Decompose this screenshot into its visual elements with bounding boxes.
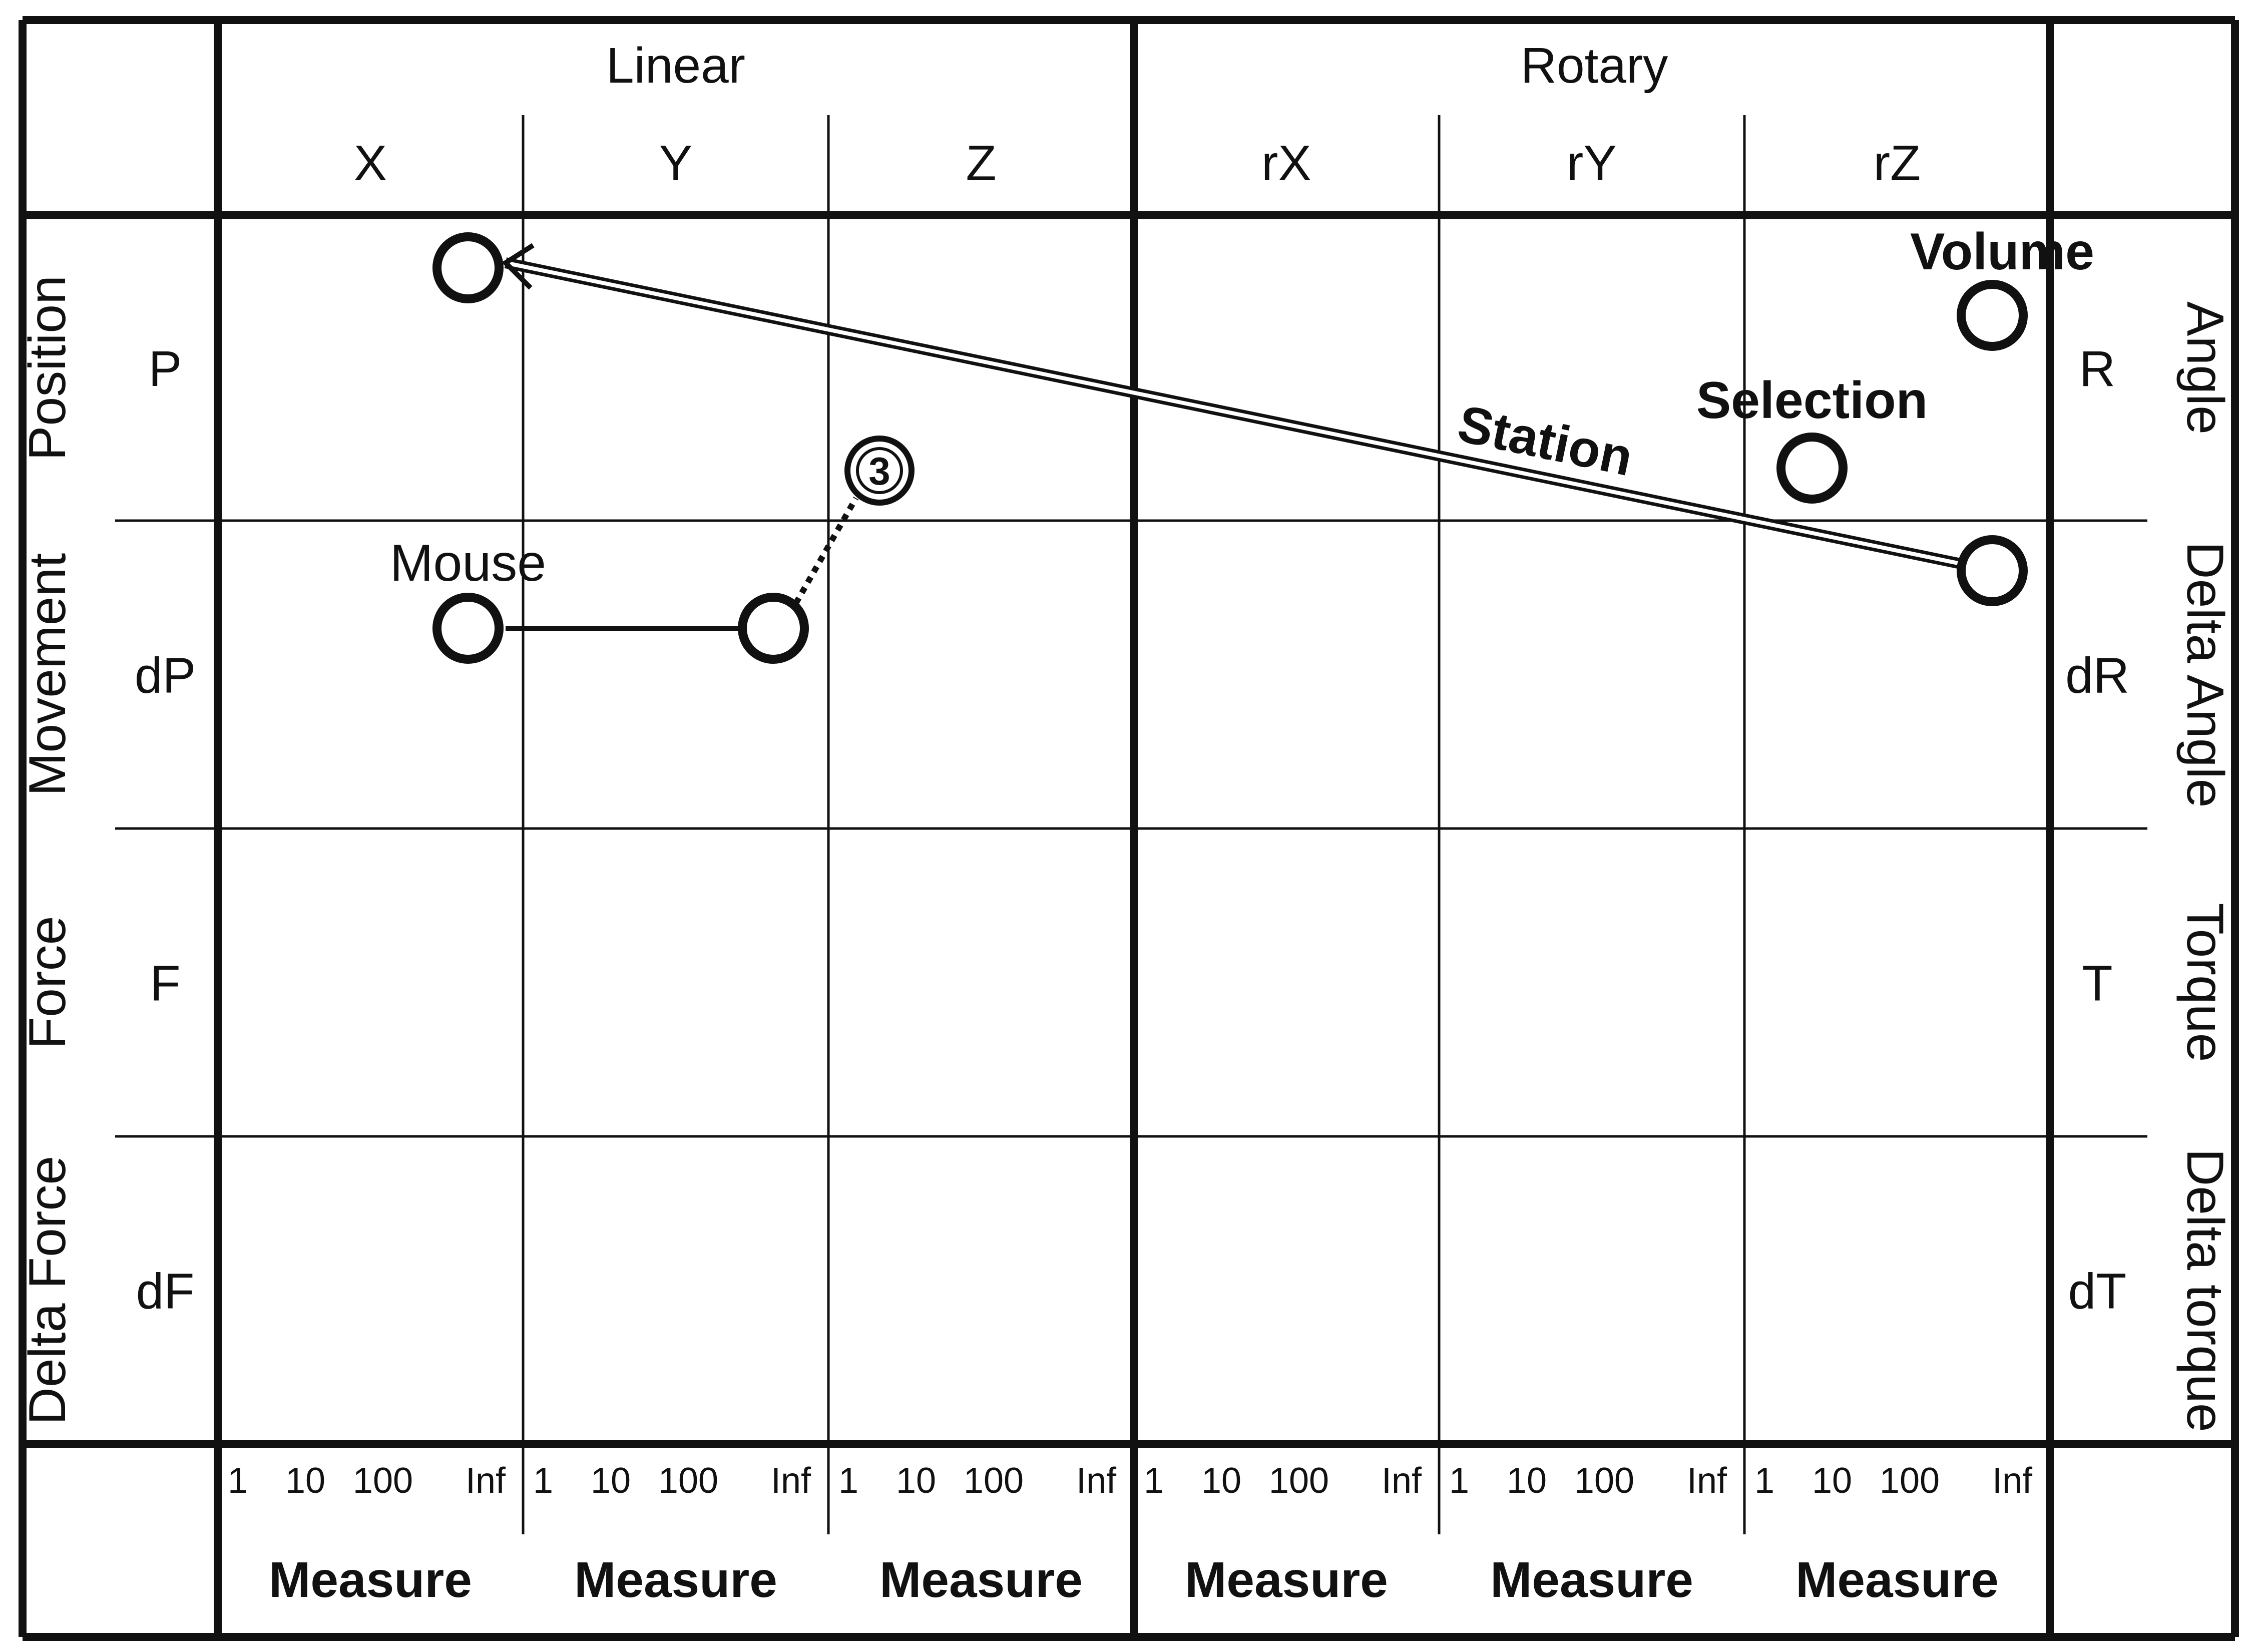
row-name-left: Movement (19, 553, 77, 796)
scale-tick-label: 1 (228, 1461, 248, 1501)
row-name-left: Position (19, 275, 77, 461)
scale-tick-label: 100 (1880, 1461, 1940, 1501)
row-name-left: Force (19, 916, 77, 1049)
scale-tick-label: Inf (1382, 1461, 1422, 1501)
linear-header: Linear (606, 38, 745, 94)
measure-label: Measure (879, 1552, 1083, 1608)
measure-label: Measure (1490, 1552, 1693, 1608)
scale-tick-label: 10 (896, 1461, 936, 1501)
marker-3-inner (856, 447, 903, 494)
measure-label: Measure (269, 1552, 472, 1608)
column-header: Z (966, 135, 996, 191)
scale-tick-label: 10 (591, 1461, 631, 1501)
scale-tick-label: 1 (533, 1461, 553, 1501)
scale-tick-label: 1 (838, 1461, 858, 1501)
measure-label: Measure (1795, 1552, 1999, 1608)
scale-tick-label: 1 (1449, 1461, 1469, 1501)
volume-node (1957, 280, 2028, 351)
scale-tick-label: 10 (1507, 1461, 1547, 1501)
row-symbol-left: dF (136, 1264, 195, 1320)
scale-tick-label: 100 (1269, 1461, 1329, 1501)
row-symbol-left: P (149, 341, 182, 397)
scale-tick-label: 1 (1754, 1461, 1774, 1501)
volume-label: Volume (1910, 223, 2094, 281)
station-position-node (432, 232, 504, 303)
rotary-header: Rotary (1521, 38, 1668, 94)
scale-tick-label: Inf (1992, 1461, 2033, 1501)
mouse-x-node (432, 593, 504, 664)
mouse-y-node (738, 593, 809, 664)
scale-tick-label: 1 (1144, 1461, 1164, 1501)
row-name-left: Delta Force (19, 1156, 77, 1425)
scale-tick-label: 10 (1812, 1461, 1852, 1501)
row-symbol-right: dT (2068, 1264, 2127, 1320)
mouse-dotted-link (793, 497, 859, 605)
scale-tick-label: Inf (1687, 1461, 1727, 1501)
measure-label: Measure (1185, 1552, 1388, 1608)
row-symbol-right: R (2079, 341, 2115, 397)
selection-node (1776, 433, 1848, 504)
row-name-right: Torque (2176, 903, 2234, 1062)
scale-tick-label: 100 (1574, 1461, 1634, 1501)
marker-3-label: 3 (868, 449, 890, 493)
scale-tick-label: Inf (771, 1461, 811, 1501)
scale-tick-label: Inf (466, 1461, 506, 1501)
scale-tick-label: Inf (1076, 1461, 1117, 1501)
row-symbol-left: F (150, 956, 180, 1012)
scale-tick-label: 100 (964, 1461, 1024, 1501)
selection-label: Selection (1696, 371, 1928, 430)
scale-ticks: 1 10 100 Inf Measure 1 10 100 Inf Measure 1 10 100 In… (228, 1461, 2033, 1608)
scale-tick-label: 10 (1201, 1461, 1241, 1501)
measure-label: Measure (574, 1552, 777, 1608)
scale-tick-label: 100 (353, 1461, 413, 1501)
station-angle-node (1957, 535, 2028, 606)
row-name-right: Delta torque (2176, 1148, 2234, 1432)
station-connection (502, 243, 1984, 574)
scale-tick-label: 100 (658, 1461, 718, 1501)
row-symbol-left: dP (135, 648, 196, 704)
row-name-right: Delta Angle (2176, 542, 2234, 808)
column-header: rY (1567, 135, 1617, 191)
column-header: rZ (1874, 135, 1921, 191)
station-arrowhead (502, 243, 535, 290)
mouse-label: Mouse (390, 534, 546, 592)
scale-tick-label: 10 (285, 1461, 325, 1501)
column-header: X (354, 135, 387, 191)
row-symbol-right: T (2082, 956, 2112, 1012)
column-header: rX (1261, 135, 1311, 191)
column-header: Y (659, 135, 693, 191)
row-symbol-right: dR (2065, 648, 2129, 704)
grid-lines (19, 16, 2239, 1641)
row-name-right: Angle (2176, 301, 2234, 435)
